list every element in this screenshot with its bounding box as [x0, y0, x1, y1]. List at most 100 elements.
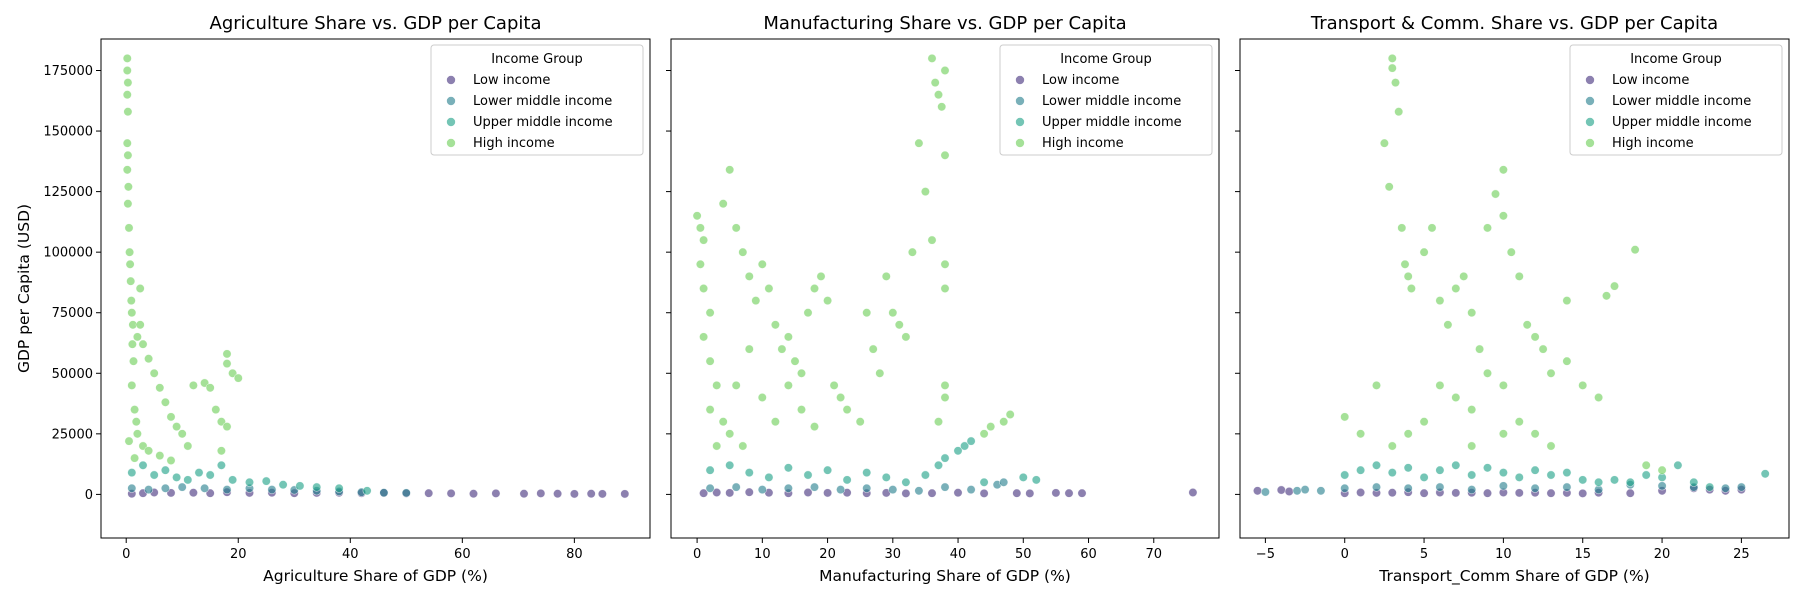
data-point — [1514, 472, 1524, 482]
plot-frame — [1239, 38, 1790, 539]
legend-title: Income Group — [1630, 52, 1722, 67]
legend-label: Lower middle income — [1612, 94, 1751, 109]
data-point — [940, 380, 950, 390]
data-point — [933, 417, 943, 427]
data-point — [155, 383, 165, 393]
data-point — [930, 78, 940, 88]
data-point — [1253, 486, 1263, 496]
data-point — [1427, 223, 1437, 233]
data-point — [770, 417, 780, 427]
x-tick-label: 15 — [1574, 547, 1591, 562]
data-point — [160, 397, 170, 407]
data-point — [901, 332, 911, 342]
data-point — [222, 485, 232, 495]
data-point — [1467, 308, 1477, 318]
data-point — [937, 102, 947, 112]
data-point — [1602, 291, 1612, 301]
data-point — [712, 487, 722, 497]
legend-marker — [1585, 75, 1595, 85]
x-tick-label: 80 — [566, 547, 583, 562]
legend-marker — [1015, 75, 1025, 85]
data-point — [1530, 483, 1540, 493]
data-point — [1514, 488, 1524, 498]
data-point — [1491, 189, 1501, 199]
data-point — [940, 392, 950, 402]
data-point — [1498, 380, 1508, 390]
legend-label: Upper middle income — [473, 115, 613, 130]
data-point — [1498, 468, 1508, 478]
data-point — [1467, 470, 1477, 480]
data-point — [699, 488, 709, 498]
x-tick-label: 0 — [122, 547, 130, 562]
legend-box — [999, 44, 1213, 156]
data-point — [124, 223, 134, 233]
data-point — [123, 199, 133, 209]
data-point — [334, 483, 344, 493]
data-point — [1419, 247, 1429, 257]
data-point — [211, 405, 221, 415]
data-point — [1394, 107, 1404, 117]
data-point — [1018, 472, 1028, 482]
data-point — [1625, 488, 1635, 498]
data-point — [809, 283, 819, 293]
y-tick-label: 100000 — [43, 246, 93, 261]
x-tick-label: 20 — [230, 547, 247, 562]
data-point — [836, 392, 846, 402]
data-point — [1372, 460, 1382, 470]
legend-marker — [446, 75, 456, 85]
data-point — [1630, 245, 1640, 255]
legend-label: Lower middle income — [1042, 94, 1181, 109]
x-tick-label: 20 — [1654, 547, 1671, 562]
data-point — [699, 283, 709, 293]
data-point — [125, 247, 135, 257]
data-point — [907, 247, 917, 257]
data-point — [888, 308, 898, 318]
data-point — [836, 485, 846, 495]
data-point — [295, 481, 305, 491]
data-point — [777, 344, 787, 354]
data-point — [1397, 223, 1407, 233]
panel-1: Agriculture Share vs. GDP per Capita 0 20 4… — [15, 13, 651, 585]
x-tick-label: 10 — [1495, 547, 1512, 562]
data-point — [123, 78, 133, 88]
data-point — [172, 422, 182, 432]
data-point — [122, 90, 132, 100]
data-point — [1546, 368, 1556, 378]
data-point — [138, 339, 148, 349]
data-point — [1546, 441, 1556, 451]
x-tick-label: 30 — [885, 547, 902, 562]
data-point — [927, 53, 937, 63]
data-point — [979, 429, 989, 439]
data-point — [205, 383, 215, 393]
data-point — [1483, 223, 1493, 233]
x-tick-label: 0 — [1341, 547, 1349, 562]
data-point — [1403, 483, 1413, 493]
data-point — [1403, 271, 1413, 281]
data-point — [1467, 485, 1477, 495]
data-point — [953, 488, 963, 498]
y-tick-label: 75000 — [52, 306, 93, 321]
data-point — [1419, 488, 1429, 498]
legend-title: Income Group — [1060, 52, 1152, 67]
data-point — [1522, 320, 1532, 330]
legend-box — [430, 44, 644, 156]
data-point — [940, 453, 950, 463]
data-point — [379, 488, 389, 498]
data-point — [725, 165, 735, 175]
data-point — [1562, 296, 1572, 306]
x-tick-label: 25 — [1733, 547, 1750, 562]
legend-marker — [446, 117, 456, 127]
data-point — [1391, 78, 1401, 88]
data-point — [149, 470, 159, 480]
data-point — [940, 150, 950, 160]
legend-label: High income — [1042, 136, 1124, 151]
data-point — [705, 356, 715, 366]
data-point — [126, 296, 136, 306]
data-point — [744, 468, 754, 478]
data-point — [881, 271, 891, 281]
data-point — [738, 441, 748, 451]
data-point — [1594, 477, 1604, 487]
data-point — [914, 138, 924, 148]
data-point — [731, 380, 741, 390]
